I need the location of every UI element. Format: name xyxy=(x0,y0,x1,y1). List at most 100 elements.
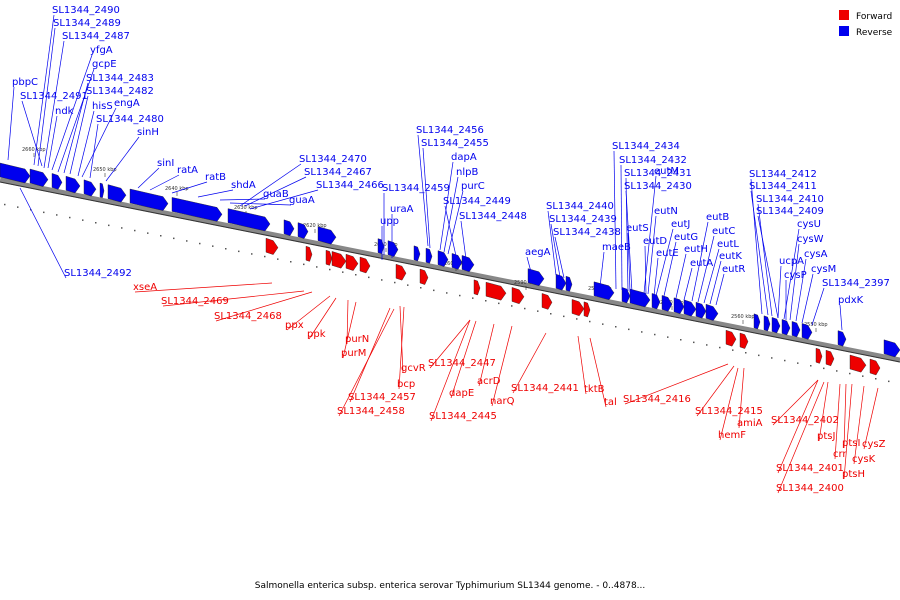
reverse-label-leader xyxy=(613,150,617,290)
forward-gene-label: amiA xyxy=(737,418,763,429)
reverse-gene-label: eutE xyxy=(656,248,679,259)
reverse-gene-block xyxy=(565,275,573,292)
reverse-label-leader xyxy=(783,228,800,320)
forward-gene-label: SL1344_2469 xyxy=(161,296,229,307)
reverse-gene-label: eutD xyxy=(643,236,667,247)
reverse-label-leader xyxy=(219,198,266,201)
reverse-gene-label: sinH xyxy=(137,127,159,138)
track-dot xyxy=(771,357,773,359)
forward-gene-label: SL1344_2447 xyxy=(428,358,496,369)
forward-label-leader xyxy=(577,335,587,395)
track-dot xyxy=(498,302,500,305)
forward-gene-block xyxy=(571,299,585,317)
forward-label-leader xyxy=(398,306,405,390)
reverse-label-leader xyxy=(550,223,561,278)
reverse-gene-block xyxy=(29,168,49,187)
forward-gene-label: cysK xyxy=(852,454,876,465)
reverse-gene-label: yfgA xyxy=(90,45,113,56)
reverse-label-leader xyxy=(757,203,773,317)
forward-gene-label: tktB xyxy=(584,384,605,395)
forward-label-leader xyxy=(308,297,337,340)
reverse-gene-block xyxy=(227,208,271,232)
reverse-label-leader xyxy=(757,215,779,319)
reverse-label-leader xyxy=(149,174,180,191)
reverse-gene-label: SL1344_2431 xyxy=(624,168,692,179)
reverse-label-leader xyxy=(57,68,95,173)
reverse-gene-label: eutL xyxy=(717,239,739,250)
forward-gene-label: cysZ xyxy=(862,439,886,450)
reverse-gene-block xyxy=(791,321,801,338)
track-dot xyxy=(407,284,409,286)
reverse-gene-block xyxy=(437,250,449,267)
forward-gene-label: xseA xyxy=(133,282,157,293)
reverse-gene-label: SL1344_2412 xyxy=(749,169,817,180)
track-dot xyxy=(589,320,591,323)
reverse-gene-label: SL1344_2440 xyxy=(546,201,614,212)
reverse-gene-block xyxy=(837,330,847,347)
reverse-label-leader xyxy=(447,190,464,255)
forward-gene-block xyxy=(331,251,347,269)
track-dot xyxy=(706,344,708,346)
forward-gene-label: ptsI xyxy=(842,438,860,449)
forward-gene-block xyxy=(305,245,313,262)
reverse-label-leader xyxy=(625,190,633,293)
legend-swatch-forward xyxy=(839,10,849,20)
forward-label-leader xyxy=(843,383,847,449)
forward-gene-block xyxy=(325,249,333,266)
track-dot xyxy=(277,258,279,260)
forward-gene-block xyxy=(583,301,591,318)
track-dot xyxy=(173,237,175,240)
track-dot xyxy=(329,268,331,271)
legend-swatch-reverse xyxy=(839,26,849,36)
reverse-gene-label: SL1344_2489 xyxy=(53,18,121,29)
reverse-gene-block xyxy=(673,297,685,315)
reverse-gene-label: cysM xyxy=(811,264,836,275)
reverse-label-leader xyxy=(643,175,657,294)
track-dot xyxy=(212,245,214,247)
reverse-label-leader xyxy=(697,235,715,303)
reverse-gene-block xyxy=(425,247,433,264)
reverse-gene-label: eutS xyxy=(626,223,649,234)
reverse-gene-label: aegA xyxy=(525,247,551,258)
forward-gene-block xyxy=(815,347,823,364)
forward-label-leader xyxy=(772,379,819,426)
reverse-gene-block xyxy=(0,162,31,184)
reverse-gene-label: guaB xyxy=(263,189,289,200)
forward-gene-block xyxy=(419,268,429,285)
reverse-label-leader xyxy=(439,161,454,251)
reverse-label-leader xyxy=(599,251,605,288)
reverse-label-leader xyxy=(43,40,65,169)
reverse-label-leader xyxy=(663,241,677,297)
track-dot xyxy=(641,331,643,333)
reverse-gene-block xyxy=(51,173,63,190)
track-dot xyxy=(719,346,721,349)
reverse-label-leader xyxy=(460,220,467,260)
reverse-label-leader xyxy=(703,248,720,304)
reverse-gene-block xyxy=(377,238,385,255)
reverse-gene-block xyxy=(781,319,791,336)
reverse-gene-block xyxy=(801,323,813,340)
track-dot xyxy=(745,352,747,354)
reverse-gene-label: eutG xyxy=(674,232,698,243)
track-dot xyxy=(160,235,162,237)
forward-label-leader xyxy=(342,301,357,359)
reverse-gene-label: pbpC xyxy=(12,77,38,88)
reverse-gene-label: eutK xyxy=(719,251,742,262)
forward-gene-label: dapE xyxy=(449,388,474,399)
reverse-gene-label: cysW xyxy=(797,234,824,245)
track-dot xyxy=(524,307,526,310)
reverse-gene-label: upp xyxy=(380,216,399,227)
forward-label-leader xyxy=(777,381,825,494)
track-dot xyxy=(433,289,435,292)
track-dot xyxy=(251,253,253,255)
genome-backbone-shadow xyxy=(0,181,900,363)
forward-label-leader xyxy=(696,365,735,417)
kbp-tick-label: 2660 kbp xyxy=(22,147,46,153)
reverse-gene-label: SL1344_2448 xyxy=(459,211,527,222)
reverse-label-leader xyxy=(33,14,55,166)
forward-gene-label: hemF xyxy=(718,430,746,441)
track-dot xyxy=(537,310,539,312)
reverse-label-leader xyxy=(644,245,647,295)
reverse-gene-label: hisS xyxy=(92,101,113,112)
reverse-gene-label: SL1344_2459 xyxy=(382,183,450,194)
